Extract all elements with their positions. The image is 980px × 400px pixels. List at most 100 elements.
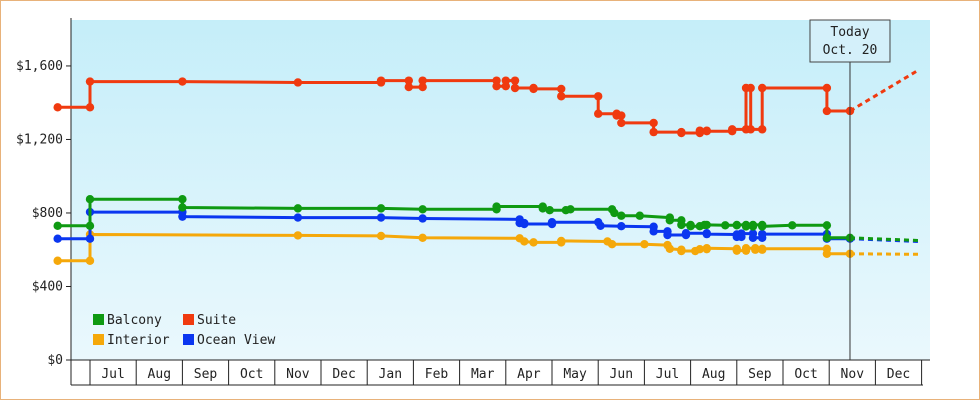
data-point — [677, 128, 686, 138]
data-point — [85, 256, 95, 265]
data-point — [53, 234, 62, 243]
data-point — [178, 77, 187, 86]
x-tick-label: Jun — [610, 367, 633, 382]
data-point — [741, 222, 751, 231]
data-point — [695, 244, 705, 254]
data-point — [557, 236, 566, 246]
series-layer — [53, 68, 921, 265]
data-point — [376, 76, 386, 85]
data-point — [404, 76, 413, 85]
series-interior — [53, 230, 920, 265]
x-tick-label: Aug — [148, 367, 171, 382]
data-point — [702, 220, 711, 230]
data-point — [649, 127, 658, 137]
x-tick-label: May — [563, 367, 587, 382]
data-point — [822, 106, 832, 116]
data-point — [635, 211, 644, 220]
data-point — [85, 234, 95, 243]
data-point — [594, 92, 603, 101]
data-point — [85, 221, 95, 231]
data-point — [677, 220, 686, 230]
today-box — [809, 19, 891, 63]
data-point — [732, 246, 741, 255]
data-point — [610, 208, 619, 218]
data-point — [510, 76, 520, 85]
data-point — [746, 125, 755, 134]
data-point — [702, 229, 711, 239]
data-point — [822, 83, 832, 93]
data-point — [758, 229, 767, 239]
data-point — [663, 230, 672, 240]
data-point — [85, 103, 95, 112]
legend-swatch — [183, 334, 194, 345]
data-point — [594, 109, 603, 118]
data-point — [418, 214, 427, 223]
legend-item: Balcony — [93, 313, 162, 328]
data-point — [665, 244, 675, 254]
y-tick-label: $800 — [32, 206, 63, 221]
x-tick-label: Jul — [101, 367, 124, 382]
x-tick-label: Jan — [379, 367, 402, 382]
series-suite — [53, 68, 921, 138]
y-axis: $0 $400 $800 $1,200 $1,600 — [16, 18, 930, 368]
data-point — [758, 222, 767, 231]
legend: Balcony Suite Interior Ocean View — [93, 313, 275, 348]
data-point — [822, 233, 832, 242]
data-point — [53, 103, 62, 112]
data-point — [520, 219, 529, 229]
data-point — [702, 244, 711, 253]
data-point — [85, 194, 95, 204]
data-point — [293, 204, 303, 213]
x-tick-label: Oct — [240, 367, 263, 382]
legend-item: Suite — [183, 313, 236, 328]
data-point — [376, 204, 386, 213]
y-tick-label: $1,600 — [16, 59, 63, 74]
data-point — [53, 256, 62, 265]
x-tick-label: Aug — [702, 367, 725, 382]
data-point — [547, 217, 557, 227]
data-point — [737, 229, 746, 238]
data-point — [751, 245, 760, 254]
data-point — [376, 231, 386, 241]
data-point — [741, 244, 751, 253]
data-point — [758, 125, 767, 134]
data-point — [557, 84, 566, 94]
x-tick-label: Feb — [425, 367, 449, 382]
data-point — [418, 76, 427, 85]
data-point — [418, 233, 427, 242]
data-point — [617, 211, 626, 220]
data-point — [376, 213, 386, 222]
y-tick-label: $0 — [47, 353, 63, 368]
data-point — [748, 220, 758, 230]
today-marker: Today Oct. 20 — [809, 19, 891, 360]
data-point — [529, 238, 538, 247]
y-tick-label: $1,200 — [16, 132, 63, 147]
data-point — [695, 126, 705, 135]
forecast-line — [849, 236, 920, 242]
data-point — [418, 205, 427, 214]
legend-item: Interior — [93, 333, 170, 348]
x-tick-label: Sep — [748, 367, 772, 382]
data-point — [501, 76, 510, 85]
data-point — [178, 194, 187, 204]
data-point — [529, 84, 538, 94]
data-point — [617, 118, 626, 128]
data-point — [677, 246, 686, 256]
legend-swatch — [93, 314, 104, 325]
legend-label: Suite — [197, 313, 236, 328]
data-point — [178, 203, 187, 212]
data-point — [758, 244, 767, 254]
legend-label: Interior — [107, 333, 170, 348]
x-tick-label: Sep — [194, 367, 218, 382]
legend-label: Balcony — [107, 313, 162, 328]
forecast-line — [849, 252, 920, 256]
data-point — [758, 83, 767, 93]
forecast-line — [849, 68, 921, 113]
data-point — [822, 221, 832, 230]
x-tick-label: Apr — [517, 367, 541, 382]
x-tick-label: Nov — [286, 367, 310, 382]
data-point — [53, 221, 62, 231]
data-point — [404, 82, 413, 92]
x-tick-label: Dec — [332, 367, 355, 382]
data-point — [293, 78, 303, 87]
